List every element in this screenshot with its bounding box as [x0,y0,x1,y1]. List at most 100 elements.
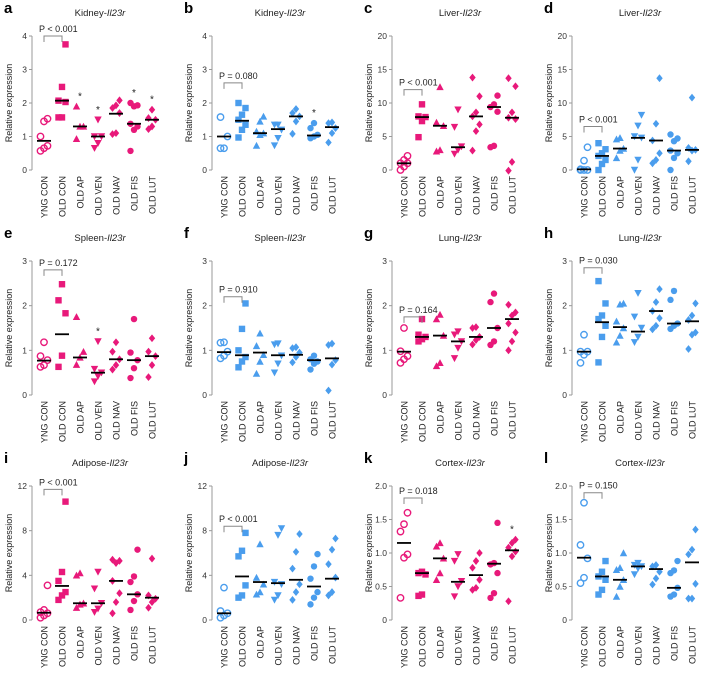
y-tick-label: 3 [202,65,207,75]
category-label: OLD CON [58,626,68,667]
data-point [494,108,501,115]
y-axis-label: Relative expression [544,64,554,143]
scatter-plot: Lung-Il23r Relative expression 0 1 2 3 YNG CON… [364,233,519,443]
category-label: OLD LUT [148,626,158,665]
data-point [252,342,261,350]
data-point [472,323,480,332]
category-label: OLD LUT [328,401,338,440]
data-point [116,556,123,565]
group-old-ven [270,121,286,150]
data-point [274,121,282,129]
y-tick-label: 12 [198,481,208,491]
p-value-label: P < 0.001 [39,477,78,487]
data-point [332,356,339,365]
data-point [630,166,639,174]
group-yng-con [396,324,412,367]
group-old-con [595,557,609,598]
data-point [487,298,494,306]
panel-title: Spleen-Il23r [74,233,126,244]
data-point [436,359,444,367]
data-point [649,580,656,589]
category-label: OLD VEN [94,626,104,666]
data-point [58,352,66,359]
data-point [90,378,99,386]
category-label: OLD AP [256,626,266,659]
category-label: OLD AP [76,626,86,659]
y-axis-label: Relative expression [4,514,14,593]
y-tick-label: 5 [562,132,567,142]
data-point [145,347,152,356]
p-value-label: P < 0.001 [219,514,258,524]
data-point [72,313,81,321]
data-point [602,557,609,565]
data-point [36,352,45,361]
title-gene: Il23r [643,8,662,19]
panel-l: l Cortex-Il23r Relative expression 0 0.5 1.0 1… [540,450,720,674]
data-point [598,586,606,594]
data-point [55,297,62,304]
group-old-nav [109,338,123,374]
panel-a: a Kidney-Il23r Relative expression 0 1 2 3 4 YNG… [0,0,180,224]
data-point [55,114,62,121]
data-point [94,116,102,124]
data-point [652,156,660,164]
data-point [289,358,296,367]
category-label: OLD CON [418,401,428,442]
data-point [289,564,296,573]
data-point [314,588,321,596]
category-label: OLD NAV [652,401,662,440]
data-point [490,142,498,150]
data-point [307,575,314,582]
data-point [436,83,444,91]
group-old-con [55,281,69,371]
data-point [130,597,138,605]
group-old-nav [109,555,123,618]
data-point [274,531,282,539]
data-point [450,150,459,158]
group-yng-con [216,338,232,363]
data-point [130,365,138,372]
panel-letter: f [184,225,189,242]
y-tick-label: 0 [202,615,207,625]
data-point [505,74,512,83]
panel-title: Lung-Il23r [619,233,663,244]
data-point [216,607,225,615]
data-point [418,591,426,598]
data-point [292,588,300,596]
title-gene: Il23r [290,458,309,469]
data-point [576,579,585,588]
data-point [505,346,512,355]
category-label: OLD FIS [490,626,500,661]
y-axis-label: Relative expression [544,289,554,368]
group-old-ap [612,299,628,346]
data-point [94,605,102,613]
data-point [90,145,99,152]
panel-h: h Lung-Il23r Relative expression 0 1 2 3 YNG CO… [540,225,720,449]
data-point [454,583,462,591]
comparison-bracket [403,89,423,96]
group-old-fis [667,557,681,600]
data-point [216,113,225,121]
data-point [58,114,66,121]
data-point [252,573,261,581]
data-point [616,331,624,339]
category-label: YNG CON [40,176,50,218]
significance-star: * [78,91,82,102]
y-tick-label: 0 [22,165,27,175]
data-point [328,129,336,138]
title-organ: Liver- [439,8,463,19]
data-point [55,363,62,371]
group-old-fis [307,550,321,608]
category-label: YNG CON [400,401,410,443]
data-point [94,373,102,380]
panel-title: Adipose-Il23r [72,458,129,469]
y-tick-label: 1 [22,345,27,355]
data-point [422,571,429,578]
data-point [328,360,336,369]
y-tick-label: 0 [202,165,207,175]
significance-star: * [312,108,316,119]
group-old-ap [252,329,268,377]
data-point [292,353,300,361]
data-point [580,498,588,507]
data-point [403,152,412,160]
